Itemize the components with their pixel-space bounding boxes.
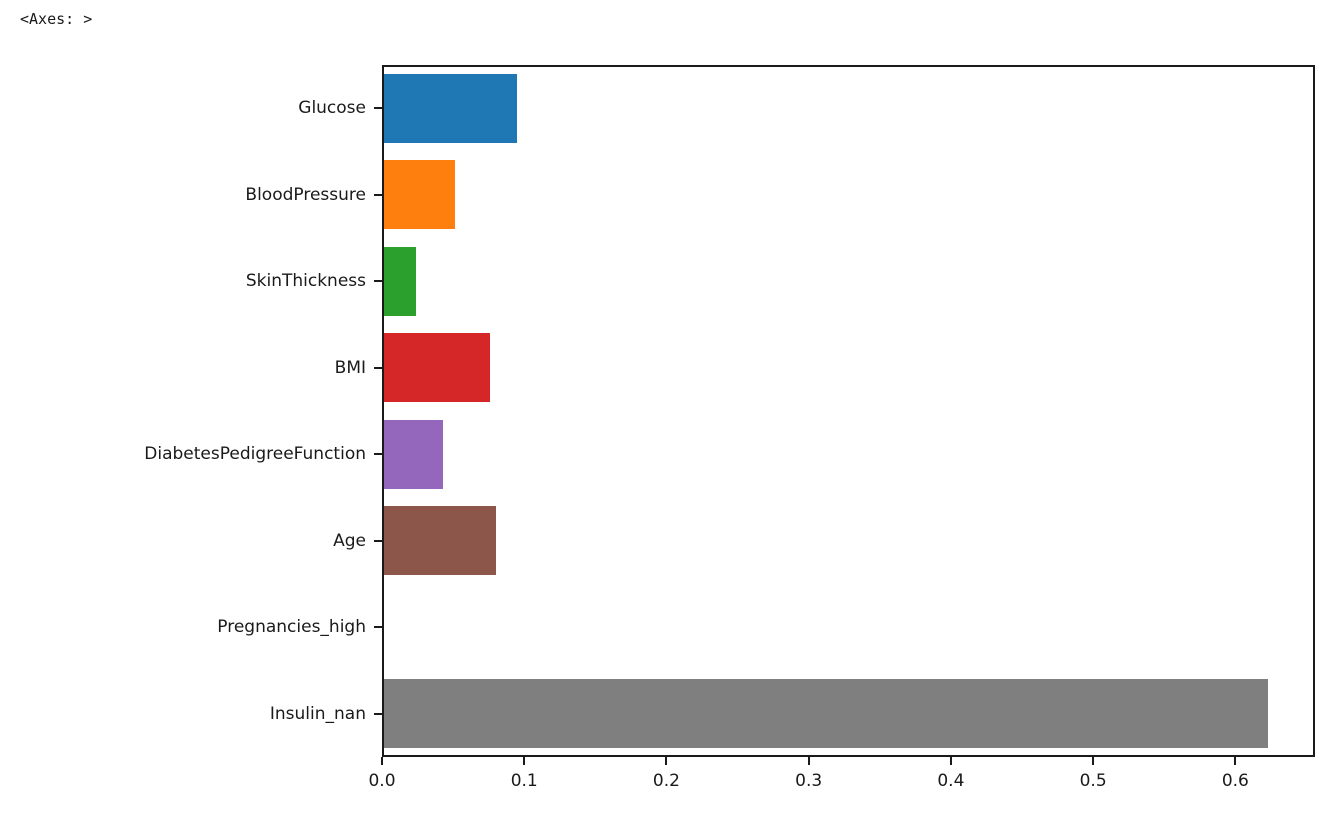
x-tick-label: 0.4 [937,771,965,791]
y-tick-label: DiabetesPedigreeFunction [144,444,366,465]
y-axis-tick [374,366,382,369]
bar-glucose [384,73,518,143]
y-axis-tick [374,453,382,456]
plot-area [382,65,1315,757]
y-tick-label: Glucose [298,98,366,119]
x-tick-label: 0.3 [795,771,823,791]
bar-bloodpressure [384,160,455,230]
x-tick-label: 0.1 [510,771,538,791]
y-axis-tick [374,107,382,110]
y-axis-tick [374,193,382,196]
x-tick-label: 0.0 [368,771,396,791]
y-axis-tick [374,626,382,629]
bar-age [384,506,496,576]
x-tick-label: 0.2 [652,771,680,791]
x-axis-tick [381,757,383,765]
x-axis-tick [523,757,526,765]
y-tick-label: BMI [334,357,366,378]
y-tick-label: Insulin_nan [269,703,366,724]
y-axis-tick [374,712,382,715]
y-axis-tick [374,539,382,542]
y-axis-tick [374,280,382,283]
y-tick-label: BloodPressure [245,184,366,205]
bar-diabetespedigreefunction [384,419,444,489]
x-axis-tick [665,757,668,765]
axes-repr-text: <Axes: > [20,10,93,28]
x-tick-label: 0.5 [1079,771,1107,791]
x-tick-label: 0.6 [1221,771,1249,791]
x-axis-tick [807,757,810,765]
y-tick-label: Age [333,530,366,551]
x-axis-tick [1234,757,1237,765]
bar-insulin_nan [384,679,1269,749]
y-tick-label: SkinThickness [245,271,366,292]
y-tick-label: Pregnancies_high [217,617,366,638]
bar-skinthickness [384,246,417,316]
x-axis-tick [1092,757,1095,765]
bar-bmi [384,333,491,403]
x-axis-tick [949,757,952,765]
